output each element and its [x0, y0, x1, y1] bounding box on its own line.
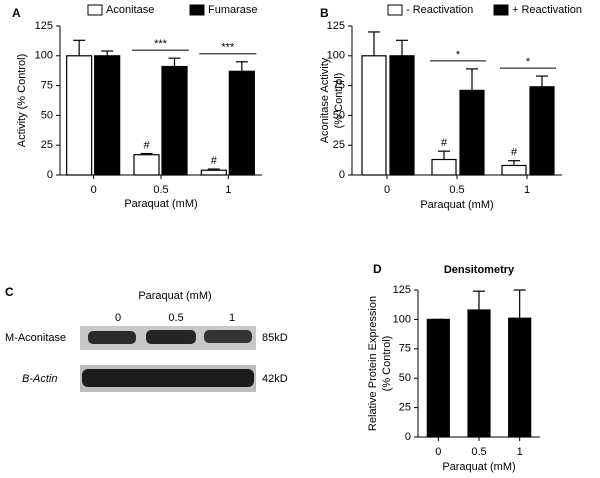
y-tick-label: 125 [35, 20, 53, 32]
y-tick-label: 25 [333, 139, 345, 151]
row-label: M-Aconitase [5, 332, 66, 344]
y-tick-label: 0 [339, 169, 345, 181]
legend-swatch [87, 4, 103, 16]
blot-band [146, 330, 196, 344]
legend-label: Aconitase [106, 4, 154, 16]
x-tick-label: 0 [435, 446, 441, 458]
lane-label: 1 [229, 312, 235, 324]
significance-label: *** [221, 42, 235, 54]
annotation: # [211, 155, 218, 167]
y-tick-label: 100 [327, 50, 345, 62]
panel-label: B [320, 6, 329, 20]
size-label: 42kD [262, 373, 288, 385]
blot-band [88, 331, 136, 344]
bar [389, 55, 415, 176]
bar [459, 89, 485, 176]
bar [200, 169, 227, 176]
y-tick-label: 0 [405, 431, 411, 443]
blot-title: Paraquat (mM) [138, 290, 211, 302]
x-tick-label: 0.5 [471, 446, 486, 458]
legend-label: + Reactivation [512, 4, 582, 16]
x-tick-label: 0 [91, 184, 97, 196]
bar [508, 317, 532, 438]
bar [501, 164, 527, 176]
row-label: B-Actin [22, 373, 57, 385]
bar [467, 309, 491, 438]
x-tick-label: 0.5 [449, 184, 464, 196]
legend-swatch [387, 4, 403, 16]
blot-panel: C Paraquat (mM) 0 0.5 1 M-Aconitase 85kD… [5, 285, 288, 392]
y-axis-label: Activity (% Control) [16, 54, 28, 148]
significance-label: * [526, 56, 531, 68]
y-tick-label: 50 [399, 372, 411, 384]
significance-label: *** [154, 38, 168, 50]
x-axis-label: Paraquat (mM) [442, 461, 515, 473]
chart-title: Densitometry [444, 264, 515, 276]
y-tick-label: 75 [399, 343, 411, 355]
y-tick-label: 50 [333, 109, 345, 121]
x-axis-label: Paraquat (mM) [124, 198, 197, 210]
bar [361, 55, 387, 176]
panel-label: D [373, 262, 382, 276]
annotation: # [143, 139, 150, 151]
bar [161, 65, 188, 176]
bar [431, 158, 457, 176]
panel-label: A [12, 6, 21, 20]
y-tick-label: 25 [41, 139, 53, 151]
significance-label: * [456, 49, 461, 61]
y-axis-label: Relative Protein Expression [367, 296, 379, 431]
x-tick-label: 1 [524, 184, 530, 196]
x-axis-label: Paraquat (mM) [420, 199, 493, 211]
y-tick-label: 25 [399, 402, 411, 414]
bar [529, 86, 555, 176]
blot-band [82, 369, 254, 387]
legend-swatch [189, 4, 205, 16]
lane-label: 0.5 [168, 312, 183, 324]
y-tick-label: 100 [393, 313, 411, 325]
annotation: # [441, 137, 448, 149]
y-axis-label: (% Control) [333, 73, 345, 129]
blot-band [204, 330, 252, 343]
x-tick-label: 1 [517, 446, 523, 458]
y-tick-label: 100 [35, 50, 53, 62]
legend-swatch [493, 4, 509, 16]
x-tick-label: 1 [225, 184, 231, 196]
lane-label: 0 [115, 312, 121, 324]
y-tick-label: 75 [333, 80, 345, 92]
y-tick-label: 125 [393, 284, 411, 296]
bar [426, 318, 450, 438]
bar [133, 154, 160, 176]
y-axis-label: (% Control) [381, 336, 393, 392]
y-tick-label: 0 [47, 169, 53, 181]
bar [228, 70, 255, 176]
annotation: # [511, 147, 518, 159]
y-axis-label: Aconitase Activity [319, 57, 331, 143]
bar [66, 55, 93, 176]
x-tick-label: 0 [384, 184, 390, 196]
legend-label: Fumarase [208, 4, 258, 16]
bar [94, 55, 121, 176]
size-label: 85kD [262, 332, 288, 344]
y-tick-label: 50 [41, 109, 53, 121]
panel-label: C [5, 285, 14, 299]
y-tick-label: 75 [41, 80, 53, 92]
y-tick-label: 125 [327, 20, 345, 32]
legend-label: - Reactivation [406, 4, 473, 16]
x-tick-label: 0.5 [153, 184, 168, 196]
